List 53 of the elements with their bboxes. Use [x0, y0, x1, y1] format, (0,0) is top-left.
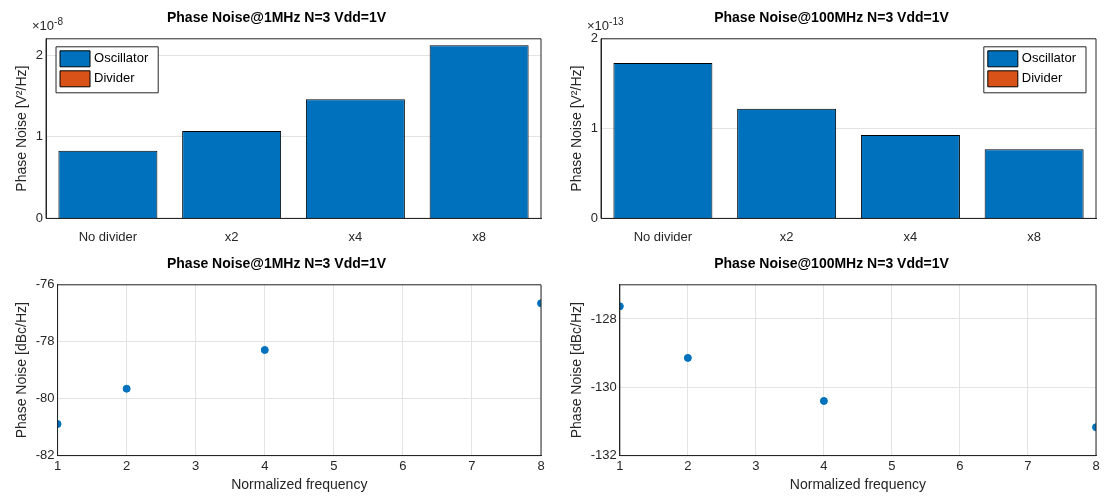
y-tick-label: 2 — [590, 30, 599, 46]
x-tick-label: 6 — [399, 457, 407, 473]
y-tick-label: 0 — [35, 209, 44, 225]
legend-label: Oscillator — [94, 50, 149, 66]
x-tick-label: No divider — [78, 228, 138, 244]
legend-label: Divider — [1021, 70, 1063, 86]
y-axis-title: Phase Noise [dBc/Hz] — [13, 302, 30, 439]
x-tick-label: 3 — [752, 457, 760, 473]
point — [683, 353, 692, 362]
point — [819, 396, 828, 405]
chart-title: Phase Noise@100MHz N=3 Vdd=1V — [714, 9, 950, 26]
x-tick-label: 7 — [468, 457, 476, 473]
x-tick-label: 6 — [956, 457, 964, 473]
y-tick-label: 1 — [35, 128, 44, 144]
y-tick-label: 2 — [35, 46, 44, 62]
x-axis-title: Normalized frequency — [789, 476, 926, 493]
y-tick-label: -78 — [35, 333, 55, 349]
x-axis-title: Normalized frequency — [231, 476, 368, 493]
x-tick-label: 7 — [1024, 457, 1032, 473]
legend-label: Divider — [94, 70, 136, 86]
y-axis-title: Phase Noise [dBc/Hz] — [568, 302, 585, 439]
y-axis-title: Phase Noise [V²/Hz] — [568, 65, 585, 192]
x-tick-label: 5 — [330, 457, 338, 473]
x-tick-label: x4 — [903, 228, 918, 244]
x-tick-label: x2 — [779, 228, 794, 244]
x-tick-label: 3 — [192, 457, 200, 473]
chart-title: Phase Noise@1MHz N=3 Vdd=1V — [166, 9, 387, 26]
point — [122, 384, 131, 393]
x-tick-label: 4 — [820, 457, 828, 473]
x-tick-label: 2 — [684, 457, 692, 473]
x-tick-label: 5 — [888, 457, 896, 473]
x-tick-label: x4 — [348, 228, 363, 244]
x-tick-label: x8 — [472, 228, 486, 244]
y-axis-title: Phase Noise [V²/Hz] — [13, 65, 30, 192]
x-tick-label: x8 — [1027, 228, 1041, 244]
y-tick-label: -132 — [590, 447, 617, 463]
y-tick-label: -128 — [590, 310, 617, 326]
y-tick-label: 0 — [590, 209, 599, 225]
chart-title: Phase Noise@1MHz N=3 Vdd=1V — [166, 255, 387, 272]
x-tick-label: x2 — [224, 228, 239, 244]
chart-title: Phase Noise@100MHz N=3 Vdd=1V — [714, 255, 950, 272]
y-tick-label: -130 — [590, 378, 617, 394]
x-tick-label: 8 — [1092, 457, 1100, 473]
x-tick-label: 2 — [123, 457, 131, 473]
y-tick-label: -76 — [35, 276, 55, 292]
x-tick-label: No divider — [633, 228, 693, 244]
point — [260, 345, 269, 354]
y-tick-label: -82 — [35, 447, 55, 463]
x-tick-label: 8 — [537, 457, 545, 473]
y-tick-label: 1 — [590, 120, 599, 136]
x-tick-label: 4 — [261, 457, 269, 473]
legend-label: Oscillator — [1021, 50, 1077, 66]
y-tick-label: -80 — [35, 390, 55, 406]
